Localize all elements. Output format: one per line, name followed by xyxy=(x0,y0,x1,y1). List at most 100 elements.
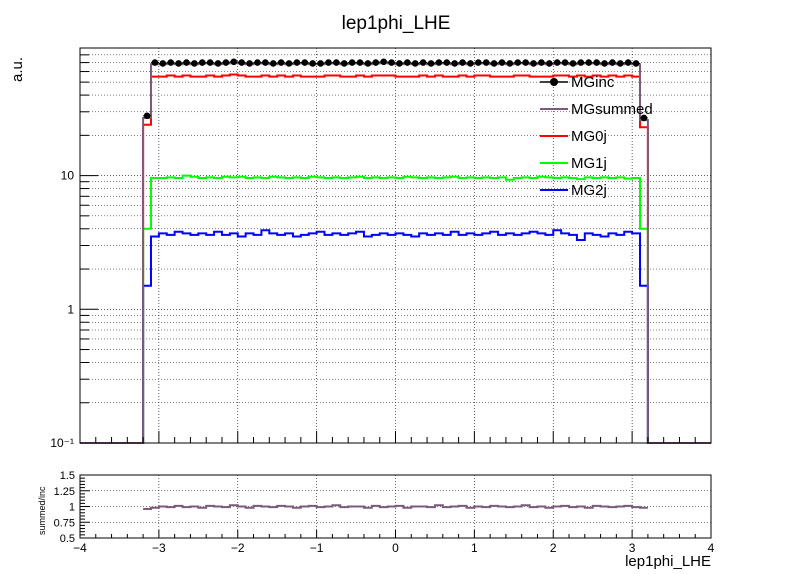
data-point xyxy=(475,59,482,66)
data-point xyxy=(632,60,640,67)
data-point xyxy=(467,60,474,67)
legend-marker xyxy=(550,78,558,86)
data-point xyxy=(561,59,569,66)
ratio-y-tick-label: 0.5 xyxy=(60,533,75,545)
data-point xyxy=(277,59,285,66)
data-point xyxy=(151,59,159,66)
data-point xyxy=(388,59,395,66)
ratio-y-tick-label: 1.25 xyxy=(54,486,75,498)
main-plot-panel: 10⁻¹ 1 10 xyxy=(50,47,712,450)
ratio-y-tick-label: 1 xyxy=(69,502,75,514)
data-point xyxy=(309,60,316,67)
x-tick-label: −3 xyxy=(152,541,166,555)
x-tick-label: 2 xyxy=(550,541,557,555)
data-point xyxy=(159,60,167,67)
data-point xyxy=(546,60,553,67)
data-point xyxy=(356,59,364,66)
data-point xyxy=(640,114,648,122)
ratio-y-tick-label: 1.5 xyxy=(60,470,75,482)
data-point xyxy=(285,60,293,67)
data-point xyxy=(490,60,498,67)
x-tick-label: −1 xyxy=(310,541,324,555)
y-tick-label: 10⁻¹ xyxy=(50,436,74,450)
data-point xyxy=(222,59,230,66)
y-tick-label: 1 xyxy=(67,302,74,316)
data-point xyxy=(301,59,309,66)
data-point xyxy=(364,60,372,67)
data-point xyxy=(143,112,151,120)
data-point xyxy=(230,58,238,66)
x-tick-label: 0 xyxy=(392,541,399,555)
series-markers-mginc xyxy=(143,58,648,122)
series-line-mg0j xyxy=(80,73,711,444)
series-line-mg1j xyxy=(80,174,711,444)
data-point xyxy=(419,59,427,66)
ratio-y-axis-label: summed/inc xyxy=(37,486,47,535)
data-point xyxy=(482,59,490,66)
ratio-plot-panel: 0.5 0.75 1 1.25 1.5 summed/inc xyxy=(37,470,712,545)
data-point xyxy=(411,60,419,67)
data-point xyxy=(380,58,387,66)
data-point xyxy=(372,59,380,66)
data-point xyxy=(238,59,245,66)
legend: MGinc MGsummed MG0j MG1j MG2j xyxy=(540,74,653,199)
legend-label: MG2j xyxy=(571,182,607,199)
x-tick-label: 4 xyxy=(708,541,715,555)
data-point xyxy=(175,60,182,67)
data-point xyxy=(214,60,222,67)
data-point xyxy=(506,60,514,67)
legend-entry-mginc: MGinc xyxy=(540,74,615,91)
x-axis: −4 −3 −2 −1 0 1 2 3 4 xyxy=(73,541,715,555)
data-point xyxy=(443,59,451,66)
series-line-mg2j xyxy=(80,229,711,444)
data-point xyxy=(624,59,632,66)
data-point xyxy=(459,59,466,66)
data-point xyxy=(167,59,175,66)
data-point xyxy=(427,60,435,67)
legend-entry-mgsummed: MGsummed xyxy=(540,101,653,118)
data-point xyxy=(396,60,403,67)
x-tick-label: 1 xyxy=(471,541,478,555)
data-point xyxy=(609,59,616,66)
data-point xyxy=(530,60,537,67)
data-point xyxy=(585,59,593,66)
legend-label: MG1j xyxy=(571,155,607,172)
main-axis: 10⁻¹ 1 10 xyxy=(50,47,712,450)
data-point xyxy=(317,60,324,67)
data-point xyxy=(616,60,624,67)
data-point xyxy=(340,60,348,67)
x-tick-label: −4 xyxy=(73,541,87,555)
chart-title: lep1phi_LHE xyxy=(342,13,451,34)
data-point xyxy=(183,59,190,66)
data-point xyxy=(206,59,214,66)
legend-entry-mg2j: MG2j xyxy=(540,182,607,199)
legend-label: MGsummed xyxy=(571,101,653,118)
x-tick-label: −2 xyxy=(231,541,245,555)
data-point xyxy=(269,60,277,67)
data-point xyxy=(325,59,332,66)
data-point xyxy=(593,59,600,66)
data-point xyxy=(254,59,261,66)
data-point xyxy=(198,59,206,66)
y-axis-label: a.u. xyxy=(9,57,26,82)
data-point xyxy=(553,59,561,66)
data-point xyxy=(348,59,356,66)
data-point xyxy=(451,60,458,67)
data-point xyxy=(404,59,411,66)
data-point xyxy=(435,59,443,66)
data-point xyxy=(601,60,608,67)
legend-entry-mg0j: MG0j xyxy=(540,128,607,145)
data-point xyxy=(522,59,529,66)
main-series xyxy=(80,58,711,444)
data-point xyxy=(262,59,269,66)
x-tick-label: 3 xyxy=(629,541,636,555)
data-point xyxy=(514,59,522,66)
data-point xyxy=(333,59,340,66)
ratio-line xyxy=(143,504,648,511)
data-point xyxy=(577,59,585,66)
data-point xyxy=(191,60,198,67)
legend-label: MG0j xyxy=(571,128,607,145)
data-point xyxy=(246,60,253,67)
ratio-axis: 0.5 0.75 1 1.25 1.5 xyxy=(54,470,712,545)
